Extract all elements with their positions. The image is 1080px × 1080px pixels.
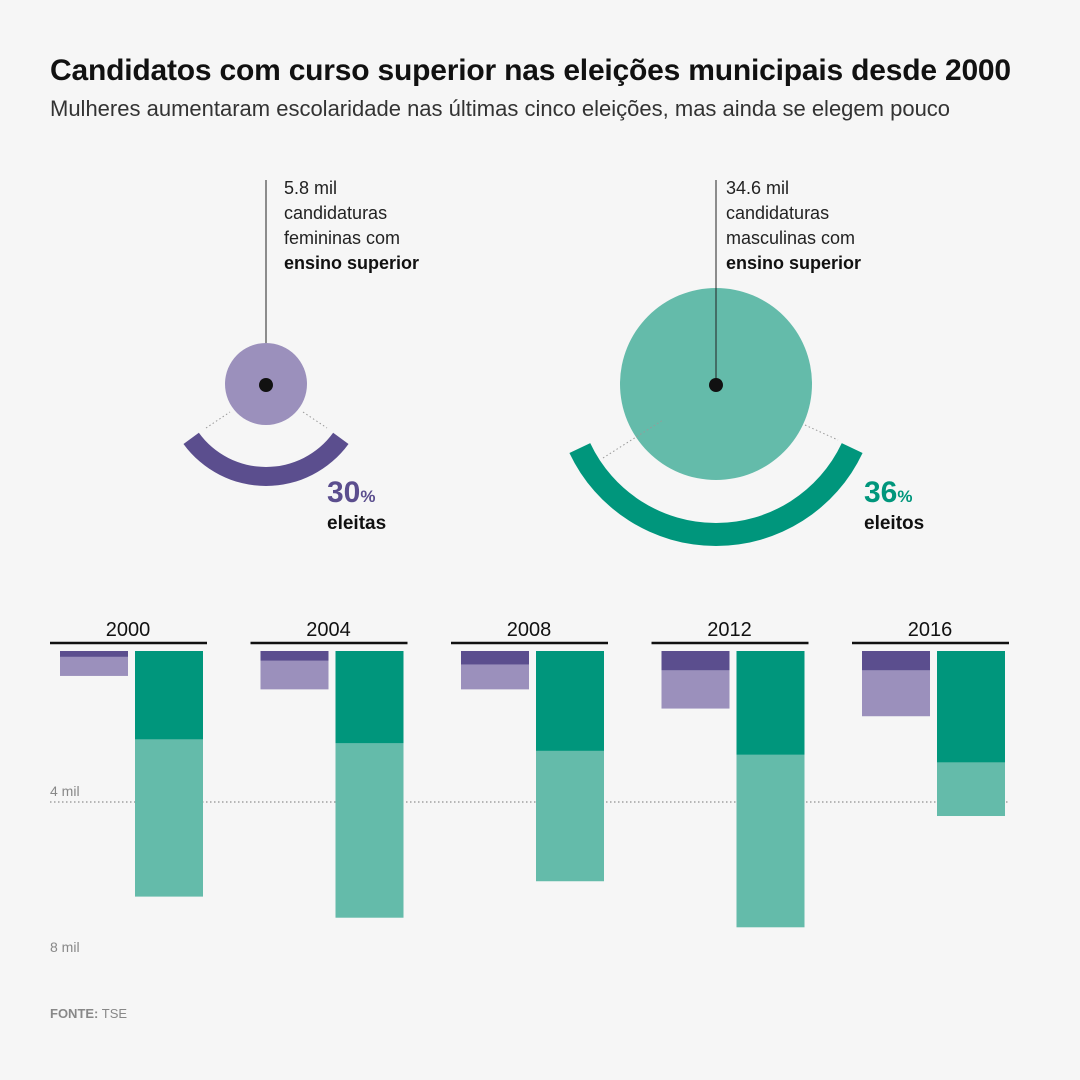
female-note-line4: ensino superior [284,253,420,273]
y-tick-label-4-mil: 4 mil [50,783,80,799]
female-dotted-guide-left [205,411,231,429]
female-anchor-dot [259,378,273,392]
bar-male-elected-2016 [937,651,1005,763]
female-pct-label: eleitas [327,513,387,534]
year-label-2004: 2004 [306,619,351,641]
chart-title: Candidatos com curso superior nas eleiçõ… [50,54,1011,87]
source-label: FONTE: [50,1006,99,1021]
chart-subtitle: Mulheres aumentaram escolaridade nas últ… [50,96,951,121]
year-label-2016: 2016 [908,619,953,641]
female-note-line3: femininas com [284,228,401,248]
male-elected-percent: 36% eleitos [864,476,925,534]
bar-female-elected-2000 [60,651,128,657]
female-pct-sign: % [360,487,376,506]
bar-male-elected-2000 [135,651,203,740]
female-note-line2: candidaturas [284,203,388,223]
bar-female-elected-2012 [661,651,730,671]
male-note-line4: ensino superior [726,253,862,273]
year-label-2012: 2012 [707,619,752,641]
bar-male-elected-2008 [536,651,604,751]
bar-groups: 2000 2004 2008 2012 2016 [50,619,1009,928]
male-dotted-guide-right [804,424,839,441]
bar-female-elected-2004 [260,651,329,661]
male-elected-arc [569,443,863,546]
bar-female-elected-2016 [862,651,930,671]
female-pct-value: 30 [327,476,361,509]
female-elected-percent: 30% eleitas [327,476,387,534]
male-pct-value: 36 [864,476,898,509]
female-dotted-guide-right [302,411,328,429]
female-annotation: 5.8 mil candidaturas femininas com ensin… [284,176,419,276]
bar-female-elected-2008 [461,651,529,665]
bar-male-elected-2004 [335,651,404,744]
source-value: TSE [101,1006,128,1021]
bar-male-elected-2012 [736,651,805,755]
male-count: 34.6 mil [726,178,790,198]
male-annotation: 34.6 mil candidaturas masculinas com ens… [726,176,861,276]
male-anchor-dot [709,378,723,392]
male-note-line3: masculinas com [726,228,856,248]
y-tick-label-8-mil: 8 mil [50,939,80,955]
female-count: 5.8 mil [284,178,338,198]
source-note: FONTE: TSE [50,1006,127,1021]
year-label-2000: 2000 [106,619,151,641]
year-label-2008: 2008 [507,619,552,641]
male-pct-label: eleitos [864,513,925,534]
male-pct-sign: % [897,487,913,506]
male-note-line2: candidaturas [726,203,830,223]
female-elected-arc [183,432,349,486]
